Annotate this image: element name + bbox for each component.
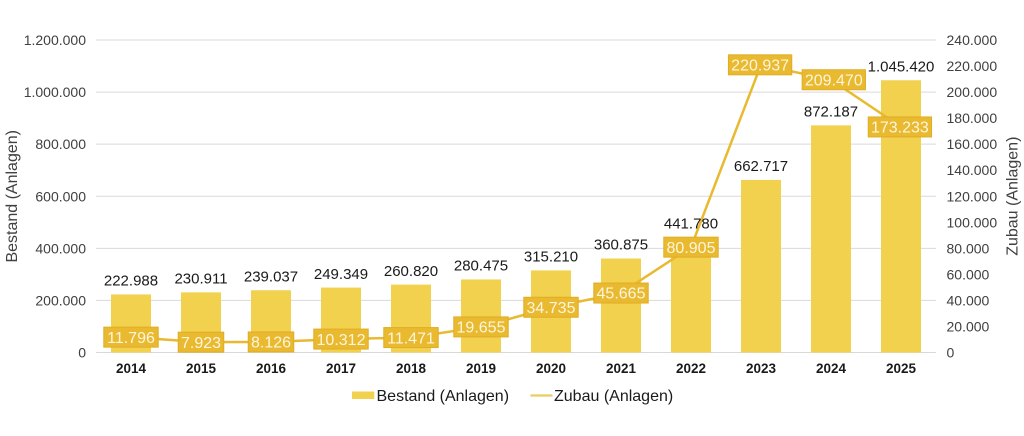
svg-text:1.200.000: 1.200.000 [24,32,86,48]
svg-text:180.000: 180.000 [947,110,998,126]
svg-text:220.000: 220.000 [947,58,998,74]
svg-text:173.233: 173.233 [871,120,929,137]
svg-text:100.000: 100.000 [947,214,998,230]
svg-text:19.655: 19.655 [457,320,506,337]
svg-text:0: 0 [78,345,86,361]
svg-text:249.349: 249.349 [314,266,368,283]
svg-text:Zubau (Anlagen): Zubau (Anlagen) [554,388,673,405]
svg-text:2024: 2024 [816,361,847,376]
svg-text:360.875: 360.875 [594,237,648,254]
svg-text:800.000: 800.000 [35,136,86,152]
svg-text:2015: 2015 [186,361,217,376]
svg-text:220.937: 220.937 [731,58,789,75]
svg-text:2022: 2022 [676,361,706,376]
svg-text:20.000: 20.000 [947,318,990,334]
svg-text:1.000.000: 1.000.000 [24,84,86,100]
svg-text:2014: 2014 [116,361,147,376]
svg-text:40.000: 40.000 [947,292,990,308]
svg-text:2018: 2018 [396,361,427,376]
svg-text:11.471: 11.471 [387,330,435,347]
svg-text:662.717: 662.717 [734,158,788,175]
svg-text:600.000: 600.000 [35,188,86,204]
svg-text:1.045.420: 1.045.420 [868,58,935,75]
svg-text:200.000: 200.000 [947,84,998,100]
svg-text:230.911: 230.911 [174,271,227,288]
svg-text:140.000: 140.000 [947,162,998,178]
svg-text:34.735: 34.735 [527,300,576,317]
svg-text:2025: 2025 [886,361,917,376]
svg-text:400.000: 400.000 [35,240,86,256]
svg-text:2023: 2023 [746,361,777,376]
svg-text:10.312: 10.312 [317,332,366,349]
svg-text:240.000: 240.000 [947,32,998,48]
svg-text:872.187: 872.187 [804,104,858,121]
svg-text:60.000: 60.000 [947,266,990,282]
svg-text:Zubau (Anlagen): Zubau (Anlagen) [1005,137,1022,256]
svg-text:2019: 2019 [466,361,496,376]
svg-text:80.000: 80.000 [947,240,990,256]
svg-text:Bestand (Anlagen): Bestand (Anlagen) [377,388,510,405]
svg-text:2016: 2016 [256,361,287,376]
svg-text:441.780: 441.780 [664,216,718,233]
svg-text:315.210: 315.210 [524,249,578,266]
svg-text:7.923: 7.923 [181,335,221,352]
svg-text:120.000: 120.000 [947,188,998,204]
svg-text:280.475: 280.475 [454,258,508,275]
svg-text:222.988: 222.988 [104,273,158,290]
svg-text:160.000: 160.000 [947,136,998,152]
svg-text:2021: 2021 [606,361,637,376]
svg-text:239.037: 239.037 [244,268,298,285]
svg-text:Bestand (Anlagen): Bestand (Anlagen) [4,130,21,263]
svg-text:2017: 2017 [326,361,356,376]
svg-text:260.820: 260.820 [384,263,438,280]
svg-text:0: 0 [947,345,955,361]
svg-text:11.796: 11.796 [107,330,155,347]
svg-text:209.470: 209.470 [805,72,863,89]
svg-text:80.905: 80.905 [667,240,716,257]
svg-text:8.126: 8.126 [251,335,291,352]
svg-text:200.000: 200.000 [35,292,86,308]
svg-text:2020: 2020 [536,361,566,376]
svg-text:45.665: 45.665 [597,286,646,303]
